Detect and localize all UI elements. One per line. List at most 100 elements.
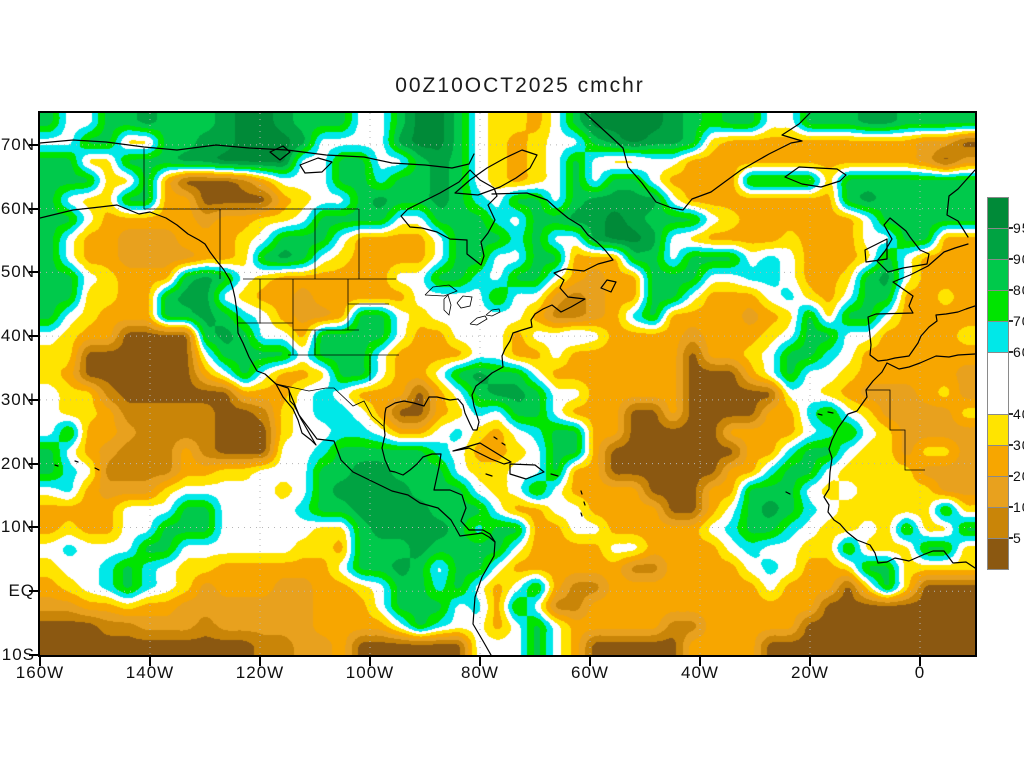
- colorbar-segment: [987, 507, 1009, 539]
- lon-tick-label: 160W: [15, 663, 65, 682]
- bahamas: [493, 436, 498, 440]
- iceland: [784, 166, 847, 188]
- baffin-island: [454, 149, 538, 196]
- map-overlay: [40, 113, 975, 655]
- lat-tick-mark: [29, 526, 40, 529]
- hispaniola: [509, 463, 545, 480]
- colorbar-segment: [987, 259, 1009, 291]
- lon-tick-label: 140W: [125, 663, 175, 682]
- colorbar-label: 60: [1013, 344, 1024, 360]
- lake-erie: [469, 315, 488, 326]
- lon-tick-label: 40W: [681, 663, 719, 682]
- hawaii-islands: [54, 464, 59, 467]
- colorbar-label: 30: [1013, 437, 1024, 453]
- lat-tick-mark: [29, 653, 40, 656]
- greenland-coastline: [584, 113, 811, 211]
- lon-tick-label: 120W: [235, 663, 285, 682]
- lat-tick-label: 10S: [1, 644, 35, 664]
- lat-tick-label: 50N: [0, 262, 35, 282]
- na-west-coastline: [40, 204, 496, 655]
- norway-coastline: [946, 169, 975, 238]
- colorbar-segment: [987, 290, 1009, 322]
- cuba: [452, 442, 512, 465]
- lat-tick-label: EQ: [8, 581, 35, 601]
- colorbar-segment: [987, 414, 1009, 446]
- political-borders: [143, 148, 925, 471]
- lake-superior: [424, 284, 458, 297]
- africa-north-coastline: [886, 353, 975, 370]
- canary-islands: [817, 413, 823, 416]
- colorbar-tick: [1009, 413, 1013, 415]
- lat-tick-label: 10N: [0, 517, 35, 537]
- lon-tick-mark: [699, 655, 701, 666]
- lesser-antilles: [583, 501, 586, 506]
- europe-coastline: [867, 243, 975, 362]
- canary-islands: [827, 411, 834, 414]
- lat-tick-label: 30N: [0, 389, 35, 409]
- colorbar-segment: [987, 352, 1009, 415]
- lon-tick-label: 80W: [461, 663, 499, 682]
- africa-west-coastline: [823, 362, 975, 569]
- colorbar-label: 5: [1013, 530, 1022, 546]
- map-frame: [38, 111, 977, 657]
- lake-huron: [456, 295, 473, 309]
- west-africa-border: [866, 389, 925, 471]
- colorbar-tick: [1009, 475, 1013, 477]
- lesser-antilles: [580, 490, 583, 495]
- latlon-gridlines: [40, 113, 975, 655]
- lesser-antilles: [580, 512, 583, 517]
- victoria-island: [299, 157, 333, 174]
- colorbar-label: 10: [1013, 499, 1024, 515]
- lat-tick-mark: [29, 207, 40, 210]
- humidity-field-canvas: [40, 113, 975, 655]
- central-america-coastline: [381, 447, 496, 543]
- cape-verde-islands: [785, 491, 791, 495]
- lon-tick-mark: [149, 655, 151, 666]
- hudson-bay: [400, 169, 498, 266]
- newfoundland: [600, 279, 617, 293]
- title-line-run: 00Z10OCT2025 cmchr: [395, 74, 645, 97]
- hawaii-islands: [74, 460, 79, 463]
- coastlines: [40, 113, 975, 655]
- colorbar-label: 40: [1013, 406, 1024, 422]
- puerto-rico: [550, 473, 559, 477]
- lon-tick-mark: [39, 655, 41, 666]
- colorbar-label: 70: [1013, 313, 1024, 329]
- colorbar-tick: [1009, 444, 1013, 446]
- jamaica: [485, 473, 493, 477]
- colorbar-label: 90: [1013, 251, 1024, 267]
- lon-tick-label: 20W: [791, 663, 829, 682]
- colorbar-tick: [1009, 258, 1013, 260]
- colorbar-tick: [1009, 227, 1013, 229]
- lon-tick-mark: [809, 655, 811, 666]
- colorbar-label: 80: [1013, 282, 1024, 298]
- colorbar-tick: [1009, 351, 1013, 353]
- colorbar-tick: [1009, 537, 1013, 539]
- colorbar-segment: [987, 445, 1009, 477]
- lat-tick-mark: [29, 462, 40, 465]
- lat-tick-label: 60N: [0, 198, 35, 218]
- lat-tick-mark: [29, 143, 40, 146]
- lat-tick-label: 40N: [0, 326, 35, 346]
- lat-tick-label: 70N: [0, 134, 35, 154]
- colorbar-label: 20: [1013, 468, 1024, 484]
- ireland: [864, 238, 888, 263]
- lon-tick-mark: [919, 655, 921, 666]
- lon-tick-label: 60W: [571, 663, 609, 682]
- colorbar-segment: [987, 197, 1009, 229]
- colorbar-segment: [987, 321, 1009, 353]
- lake-michigan: [443, 294, 452, 316]
- colorbar-tick: [1009, 320, 1013, 322]
- lat-tick-label: 20N: [0, 453, 35, 473]
- lon-tick-mark: [479, 655, 481, 666]
- lon-tick-label: 0: [914, 663, 926, 682]
- lake-ontario: [485, 308, 501, 317]
- bahamas: [501, 442, 506, 446]
- lat-tick-mark: [29, 271, 40, 274]
- lat-tick-mark: [29, 590, 40, 593]
- lon-tick-label: 100W: [345, 663, 395, 682]
- banks-island: [269, 145, 291, 161]
- colorbar-segment: [987, 228, 1009, 260]
- lon-tick-mark: [589, 655, 591, 666]
